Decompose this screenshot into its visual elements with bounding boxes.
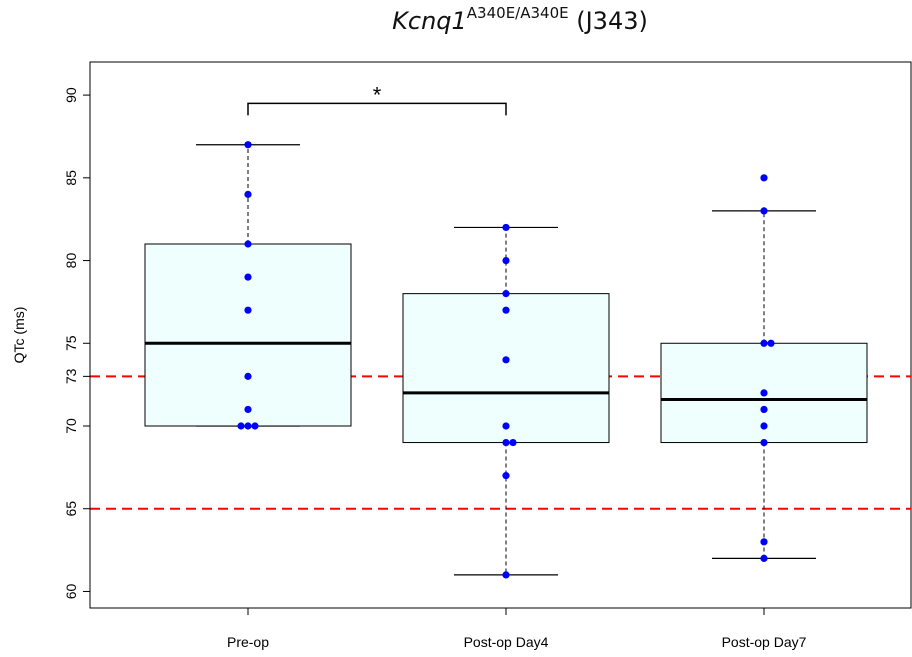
- data-point: [760, 422, 768, 430]
- data-point: [760, 339, 768, 347]
- x-tick-label: Pre-op: [227, 634, 269, 650]
- data-point: [502, 306, 510, 314]
- data-point: [244, 273, 252, 281]
- data-point: [502, 356, 510, 364]
- y-tick-label: 85: [63, 170, 79, 186]
- data-point: [502, 438, 510, 447]
- y-axis-title: QTc (ms): [11, 307, 27, 364]
- y-tick-label: 75: [63, 335, 79, 351]
- data-point: [502, 290, 510, 298]
- data-point: [244, 141, 252, 149]
- y-tick-label: 60: [63, 583, 79, 599]
- y-tick-label: 70: [63, 418, 79, 434]
- x-tick-label: Post-op Day7: [722, 634, 807, 650]
- title-suffix: (J343): [576, 7, 648, 35]
- data-point: [244, 405, 252, 414]
- data-point: [502, 223, 510, 232]
- title-superscript: A340E/A340E: [466, 4, 569, 22]
- data-point: [502, 472, 510, 480]
- data-point: [509, 438, 517, 447]
- data-point: [244, 306, 252, 314]
- data-point: [502, 422, 510, 430]
- significance-bracket: [247, 102, 507, 116]
- data-point: [244, 372, 252, 380]
- data-point: [760, 538, 768, 546]
- data-point: [502, 256, 510, 265]
- significance-label: *: [373, 82, 382, 107]
- box: [402, 293, 610, 444]
- y-tick-label: 73: [63, 368, 79, 384]
- data-point: [244, 422, 252, 430]
- title-gene: Kcnq1: [392, 7, 467, 35]
- data-point: [244, 240, 252, 248]
- box: [144, 243, 352, 427]
- y-tick-label: 90: [63, 87, 79, 103]
- y-tick-label: 65: [63, 501, 79, 517]
- data-point: [760, 405, 768, 414]
- data-point: [251, 422, 259, 430]
- data-point: [760, 207, 768, 215]
- chart-title: Kcnq1A340E/A340E (J343): [0, 4, 912, 35]
- data-point: [760, 554, 768, 562]
- y-tick-label: 80: [63, 253, 79, 269]
- data-point: [237, 422, 245, 430]
- data-point: [244, 190, 252, 198]
- data-point: [760, 174, 768, 182]
- data-point: [767, 339, 775, 347]
- data-point: [760, 389, 768, 397]
- x-tick-label: Post-op Day4: [464, 634, 549, 650]
- data-point: [760, 438, 768, 447]
- data-point: [502, 571, 510, 579]
